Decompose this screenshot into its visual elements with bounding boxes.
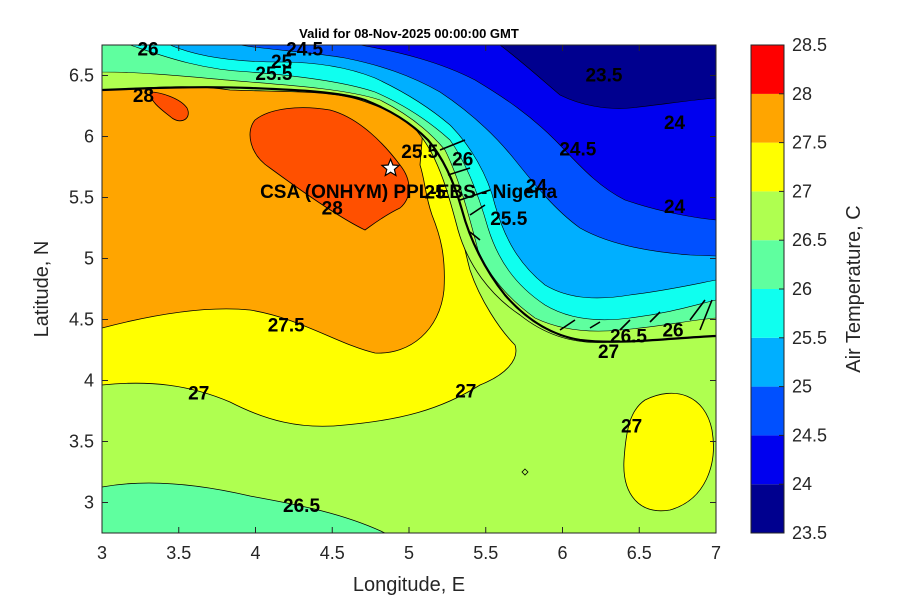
colorbar-tick-label: 24.5: [792, 425, 827, 445]
colorbar-label: Air Temperature, C: [843, 205, 865, 372]
contour-label: 25.5: [490, 209, 527, 230]
x-tick-label: 7: [711, 543, 721, 563]
colorbar-tick-label: 24: [792, 474, 812, 494]
x-tick-label: 4.5: [320, 543, 345, 563]
colorbar-tick-label: 26: [792, 279, 812, 299]
x-tick-label: 4: [250, 543, 260, 563]
contour-label: 28: [133, 86, 154, 107]
contour-label: 27: [598, 342, 619, 363]
contour-label: 26.5: [283, 496, 320, 517]
colorbar-tick-label: 27: [792, 181, 812, 201]
colorbar: 23.5 24 24.5 25 25.5 26 26.5 27 27.5 28 28.5: [750, 35, 827, 543]
y-tick-label: 4: [84, 371, 94, 391]
x-tick-label: 5: [404, 543, 414, 563]
contour-label: 24: [664, 113, 686, 134]
y-axis-label: Latitude, N: [31, 241, 53, 338]
y-tick-label: 6: [84, 127, 94, 147]
x-tick-label: 6: [557, 543, 567, 563]
temperature-field: [102, 45, 716, 533]
colorbar-segment: [751, 484, 784, 533]
colorbar-segment: [751, 386, 784, 436]
colorbar-tick-label: 26.5: [792, 230, 827, 250]
colorbar-segment: [751, 142, 784, 192]
colorbar-segment: [751, 289, 784, 338]
contour-label: 24.5: [559, 140, 596, 161]
contour-label: 25: [271, 52, 293, 73]
colorbar-segment: [751, 337, 784, 387]
contour-label: 25.5: [255, 64, 292, 85]
contour-label: 26: [662, 320, 683, 341]
colorbar-tick-label: 23.5: [792, 523, 827, 543]
x-tick-label: 5.5: [473, 543, 498, 563]
level-26-band-south: [102, 482, 386, 533]
y-tick-label: 3.5: [69, 432, 94, 452]
creek-lines: [439, 139, 713, 331]
y-tick-label: 3: [84, 493, 94, 513]
contour-label: 27: [188, 384, 209, 405]
colorbar-segment: [751, 45, 784, 94]
small-island: [521, 468, 529, 476]
y-tick-label: 6.5: [69, 66, 94, 86]
x-tick-label: 6.5: [627, 543, 652, 563]
level-28-band: [249, 107, 410, 231]
y-tick-label: 5.5: [69, 188, 94, 208]
contour-label: 27: [455, 381, 476, 402]
site-marker-group: CSA (ONHYM) PPL-EBS - Nigeria: [260, 157, 557, 203]
level-27-5-band: [102, 45, 445, 354]
contour-label: 27.5: [268, 315, 305, 336]
coastline: [102, 86, 716, 343]
colorbar-tick-label: 28: [792, 84, 812, 104]
colorbar-segment: [751, 240, 784, 289]
x-tick-label: 3: [97, 543, 107, 563]
y-axis: 3 3.5 4 4.5 5 5.5 6 6.5: [69, 66, 716, 513]
contour-label: 26.5: [610, 326, 647, 347]
contour-label: 25: [425, 182, 447, 203]
x-axis-label: Longitude, E: [353, 574, 465, 596]
colorbar-segment: [751, 435, 784, 485]
colorbar-tick-label: 25.5: [792, 328, 827, 348]
x-axis: 3 3.5 4 4.5 5 5.5 6 6.5 7: [97, 45, 721, 563]
site-star-icon: [380, 157, 401, 177]
contour-label: 24: [664, 197, 686, 218]
level-27-patch-southeast: [623, 392, 714, 512]
contour-label: 25.5: [401, 142, 438, 163]
y-tick-label: 5: [84, 249, 94, 269]
contour-label: 26: [452, 149, 473, 170]
level-28-band-nw: [149, 91, 189, 122]
colorbar-segment: [751, 191, 784, 241]
contour-label: 27: [621, 417, 642, 438]
contour-label: 24: [526, 176, 548, 197]
plot-area: 3 3.5 4 4.5 5 5.5 6 6.5 7 3 3.5 4 4.5 5 5.5 6 6.5 28 28 2…: [69, 40, 721, 563]
chart-title: Valid for 08-Nov-2025 00:00:00 GMT: [299, 26, 519, 41]
y-tick-label: 4.5: [69, 310, 94, 330]
contour-label: 24.5: [286, 40, 323, 61]
colorbar-tick-label: 25: [792, 377, 812, 397]
level-23-5-band: [499, 45, 716, 109]
colorbar-segment: [751, 93, 784, 143]
colorbar-tick-label: 28.5: [792, 35, 827, 55]
x-tick-label: 3.5: [166, 543, 191, 563]
contour-label: 28: [322, 198, 343, 219]
colorbar-tick-label: 27.5: [792, 133, 827, 153]
contour-label: 26: [137, 40, 158, 61]
site-label: CSA (ONHYM) PPL-EBS - Nigeria: [260, 182, 557, 203]
contour-label: 23.5: [585, 65, 622, 86]
